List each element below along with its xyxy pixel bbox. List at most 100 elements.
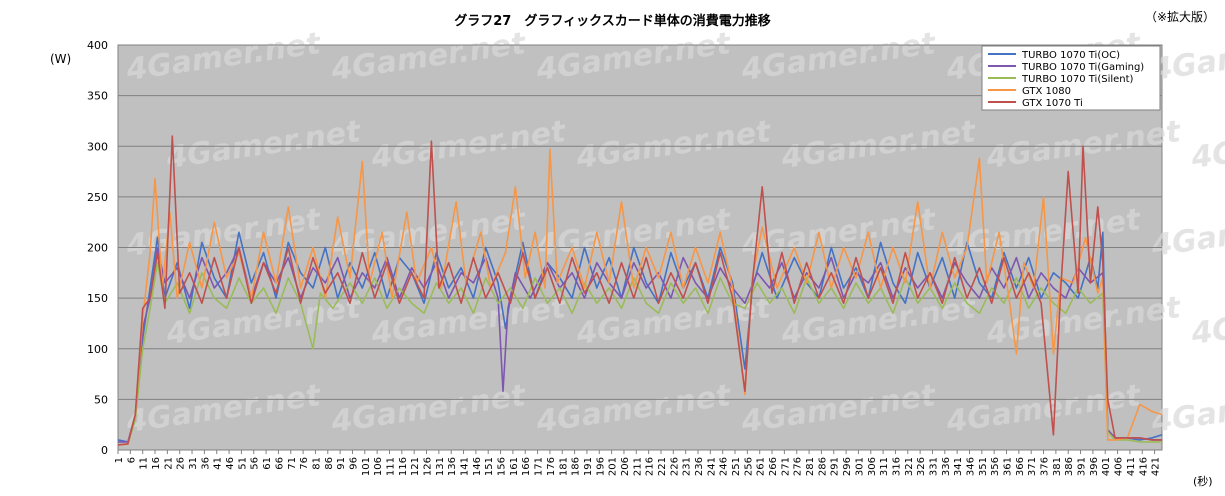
x-tick-label: 36: [200, 457, 211, 470]
legend-label: TURBO 1070 Ti(Silent): [1021, 74, 1134, 85]
series-line-4: [117, 135, 1162, 446]
x-tick-label: 341: [953, 457, 964, 476]
x-tick-label: 176: [546, 457, 557, 476]
x-tick-label: 386: [1064, 457, 1075, 476]
x-tick-label: 121: [410, 457, 421, 476]
x-tick-label: 361: [1003, 457, 1014, 476]
x-tick-label: 406: [1114, 457, 1125, 476]
y-axis-label: (W): [50, 52, 72, 66]
x-tick-label: 416: [1138, 457, 1149, 476]
x-tick-label: 226: [669, 457, 680, 476]
chart-title: グラフ27 グラフィックスカード単体の消費電力推移: [454, 14, 771, 29]
x-tick-label: 421: [1151, 457, 1162, 476]
x-tick-label: 41: [213, 457, 224, 470]
x-axis-label: (秒): [1193, 475, 1213, 488]
x-tick-label: 61: [262, 457, 273, 470]
x-tick-label: 86: [324, 457, 335, 470]
x-tick-label: 321: [904, 457, 915, 476]
x-tick-label: 281: [805, 457, 816, 476]
x-tick-label: 256: [743, 457, 754, 476]
x-tick-label: 221: [657, 457, 668, 476]
x-tick-label: 26: [176, 457, 187, 470]
x-tick-label: 371: [1027, 457, 1038, 476]
x-tick-label: 291: [830, 457, 841, 476]
x-tick-label: 111: [385, 457, 396, 476]
watermark-text: 4Gamer.net: [1188, 290, 1225, 352]
watermark-text: 4Gamer.net: [1188, 114, 1225, 176]
series-line-0: [117, 231, 1163, 443]
x-tick-label: 16: [151, 457, 162, 470]
x-tick-label: 296: [842, 457, 853, 476]
x-tick-label: 91: [336, 457, 347, 470]
x-tick-label: 106: [373, 457, 384, 476]
y-tick-label: 150: [87, 292, 108, 305]
x-tick-label: 351: [978, 457, 989, 476]
x-tick-label: 411: [1126, 457, 1137, 476]
y-tick-label: 400: [87, 39, 108, 52]
x-tick-label: 66: [274, 457, 285, 470]
x-tick-label: 76: [299, 457, 310, 470]
x-tick-label: 71: [287, 457, 298, 470]
x-tick-label: 51: [237, 457, 248, 470]
x-tick-label: 306: [867, 457, 878, 476]
x-tick-label: 21: [163, 457, 174, 470]
x-tick-label: 116: [398, 457, 409, 476]
y-tick-label: 250: [87, 191, 108, 204]
x-tick-label: 286: [817, 457, 828, 476]
x-tick-label: 141: [460, 457, 471, 476]
x-tick-label: 186: [571, 457, 582, 476]
x-tick-label: 246: [719, 457, 730, 476]
y-tick-label: 50: [94, 393, 108, 406]
x-tick-label: 331: [928, 457, 939, 476]
series-line-3: [117, 148, 1163, 446]
x-tick-label: 316: [891, 457, 902, 476]
x-tick-label: 46: [225, 457, 236, 470]
x-tick-label: 6: [126, 457, 137, 463]
x-tick-label: 146: [472, 457, 483, 476]
x-tick-label: 31: [188, 457, 199, 470]
x-tick-label: 276: [793, 457, 804, 476]
x-tick-label: 401: [1101, 457, 1112, 476]
x-tick-label: 376: [1040, 457, 1051, 476]
x-tick-label: 251: [731, 457, 742, 476]
y-tick-label: 200: [87, 242, 108, 255]
y-tick-label: 0: [101, 444, 108, 457]
x-tick-label: 336: [941, 457, 952, 476]
x-tick-label: 231: [682, 457, 693, 476]
x-tick-label: 126: [423, 457, 434, 476]
x-tick-label: 101: [361, 457, 372, 476]
legend-label: GTX 1080: [1022, 86, 1071, 97]
legend-label: TURBO 1070 Ti(OC): [1021, 50, 1120, 61]
x-tick-label: 346: [965, 457, 976, 476]
x-tick-label: 326: [916, 457, 927, 476]
legend-label: GTX 1070 Ti: [1022, 98, 1083, 109]
x-tick-label: 161: [509, 457, 520, 476]
x-tick-label: 191: [583, 457, 594, 476]
x-tick-label: 266: [768, 457, 779, 476]
x-tick-label: 206: [620, 457, 631, 476]
x-tick-label: 81: [311, 457, 322, 470]
x-tick-label: 196: [595, 457, 606, 476]
x-tick-label: 201: [608, 457, 619, 476]
x-tick-label: 381: [1052, 457, 1063, 476]
x-tick-label: 396: [1089, 457, 1100, 476]
x-tick-label: 236: [694, 457, 705, 476]
x-tick-label: 241: [706, 457, 717, 476]
x-tick-label: 151: [484, 457, 495, 476]
x-tick-label: 356: [990, 457, 1001, 476]
x-tick-label: 131: [435, 457, 446, 476]
x-tick-label: 96: [348, 457, 359, 470]
x-tick-label: 261: [756, 457, 767, 476]
x-tick-label: 301: [854, 457, 865, 476]
x-tick-label: 366: [1015, 457, 1026, 476]
x-tick-label: 1: [114, 457, 125, 463]
y-tick-label: 350: [87, 90, 108, 103]
x-tick-label: 171: [534, 457, 545, 476]
y-tick-label: 100: [87, 343, 108, 356]
x-tick-label: 271: [780, 457, 791, 476]
x-tick-label: 391: [1077, 457, 1088, 476]
x-tick-label: 211: [632, 457, 643, 476]
x-tick-label: 136: [447, 457, 458, 476]
